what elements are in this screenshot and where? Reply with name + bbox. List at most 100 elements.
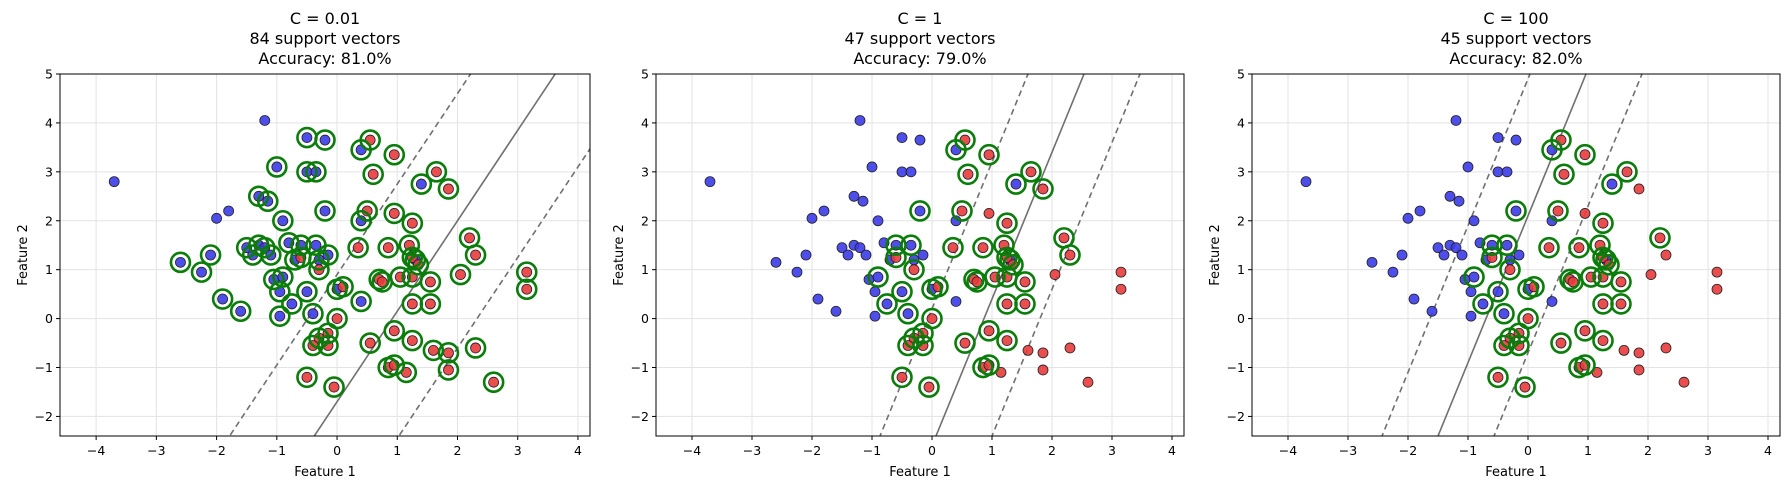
y-tick-label: 5 <box>45 67 53 82</box>
support-vector-ring <box>359 129 381 151</box>
y-tick-label: −1 <box>35 360 53 375</box>
y-tick-label: −1 <box>1227 360 1245 375</box>
data-point-class-0 <box>415 178 427 190</box>
data-point-class-0 <box>217 293 229 305</box>
support-vector-ring <box>1059 244 1081 266</box>
x-tick-label: −3 <box>1339 443 1357 458</box>
support-vector-ring <box>404 249 427 271</box>
support-vector-ring <box>999 249 1021 271</box>
data-point-class-1 <box>1573 242 1585 254</box>
support-vector-ring <box>272 266 294 288</box>
axes-frame <box>1251 73 1781 437</box>
data-point-class-0 <box>812 293 824 305</box>
axes-frame <box>59 73 591 437</box>
data-point-class-1 <box>1001 335 1013 347</box>
support-vector-ring <box>347 236 369 259</box>
x-tick-label: −1 <box>1459 443 1477 458</box>
data-point-class-0 <box>301 132 313 143</box>
data-point-class-0 <box>1462 161 1474 173</box>
data-point-class-0 <box>836 242 848 254</box>
data-point-class-1 <box>470 249 481 261</box>
support-vector-ring <box>903 258 925 281</box>
data-point-class-0 <box>1366 256 1378 268</box>
data-point-class-1 <box>1633 347 1645 359</box>
data-point-class-0 <box>1450 115 1462 126</box>
y-tick-label: 2 <box>641 213 649 228</box>
x-tick-label: −1 <box>863 443 881 458</box>
support-vector-ring <box>897 302 919 325</box>
support-vector-ring <box>996 329 1018 352</box>
data-point-class-1 <box>1597 335 1609 347</box>
data-point-class-1 <box>1543 242 1555 254</box>
x-tick-label: 4 <box>1764 443 1772 458</box>
data-point-class-1 <box>1064 342 1076 354</box>
y-tick-label: 0 <box>1237 311 1245 326</box>
x-tick-label: 4 <box>574 443 582 458</box>
support-vector-ring <box>1598 253 1620 276</box>
support-vector-ring <box>199 244 222 266</box>
support-vector-ring <box>314 129 336 151</box>
support-vector-ring <box>383 143 406 166</box>
data-point-class-1 <box>431 166 442 178</box>
support-vector-ring <box>302 302 324 325</box>
chart-title-line: C = 100 <box>1483 9 1548 28</box>
support-vector-ring <box>1514 376 1536 398</box>
support-vector-ring <box>437 359 460 381</box>
support-vector-ring <box>978 143 1000 166</box>
x-tick-label: −4 <box>1279 443 1297 458</box>
support-vector-ring <box>885 246 907 269</box>
support-vector-ring <box>891 366 913 389</box>
data-point-class-0 <box>319 134 331 146</box>
support-vector-ring <box>253 236 276 259</box>
y-tick-label: 4 <box>45 115 53 130</box>
data-point-class-0 <box>896 286 908 298</box>
x-tick-label: 0 <box>333 443 341 458</box>
y-tick-label: 2 <box>1237 213 1245 228</box>
data-point-class-1 <box>1555 337 1567 349</box>
data-point-class-1 <box>1615 276 1627 288</box>
data-point-class-1 <box>301 371 313 383</box>
support-vector-ring <box>449 263 472 286</box>
data-point-class-1 <box>352 242 364 254</box>
chart-title-line: Accuracy: 81.0% <box>258 49 391 68</box>
x-tick-label: 2 <box>454 443 462 458</box>
data-point-class-0 <box>872 271 884 283</box>
data-point-class-0 <box>872 215 884 227</box>
support-vector-ring <box>1505 200 1527 222</box>
support-vector-ring <box>1595 249 1617 271</box>
y-tick-label: 3 <box>45 164 53 179</box>
support-vector-ring <box>302 334 324 357</box>
data-point-class-1 <box>1558 168 1570 180</box>
margin-line-lower <box>991 74 1141 436</box>
support-vector-ring <box>1538 236 1560 259</box>
margin-line-upper <box>1381 74 1531 436</box>
support-vector-ring <box>437 178 460 200</box>
x-tick-label: 0 <box>1524 443 1532 458</box>
data-point-class-1 <box>364 337 376 349</box>
data-point-class-0 <box>896 132 908 143</box>
data-point-class-1 <box>977 242 989 254</box>
data-point-class-0 <box>108 176 120 188</box>
support-vector-ring <box>281 293 303 315</box>
data-point-class-1 <box>1504 264 1516 276</box>
data-point-class-0 <box>914 205 926 217</box>
support-vector-ring <box>1493 334 1515 357</box>
data-point-class-0 <box>301 286 313 298</box>
margin-line-lower <box>397 147 590 436</box>
data-point-class-0 <box>286 298 298 310</box>
support-vector-ring <box>1574 320 1596 342</box>
support-vector-ring <box>290 246 312 269</box>
data-point-class-0 <box>1492 166 1504 178</box>
data-point-class-0 <box>307 308 319 320</box>
support-vector-ring <box>957 163 979 186</box>
data-point-class-0 <box>917 249 929 261</box>
support-vector-ring <box>410 173 433 195</box>
data-point-class-1 <box>1037 364 1049 376</box>
support-vector-ring <box>305 161 327 183</box>
support-vector-ring <box>900 234 922 257</box>
support-vector-ring <box>515 278 538 301</box>
support-vector-ring <box>1550 332 1572 354</box>
data-point-class-0 <box>1501 166 1513 178</box>
data-point-class-0 <box>355 296 367 307</box>
